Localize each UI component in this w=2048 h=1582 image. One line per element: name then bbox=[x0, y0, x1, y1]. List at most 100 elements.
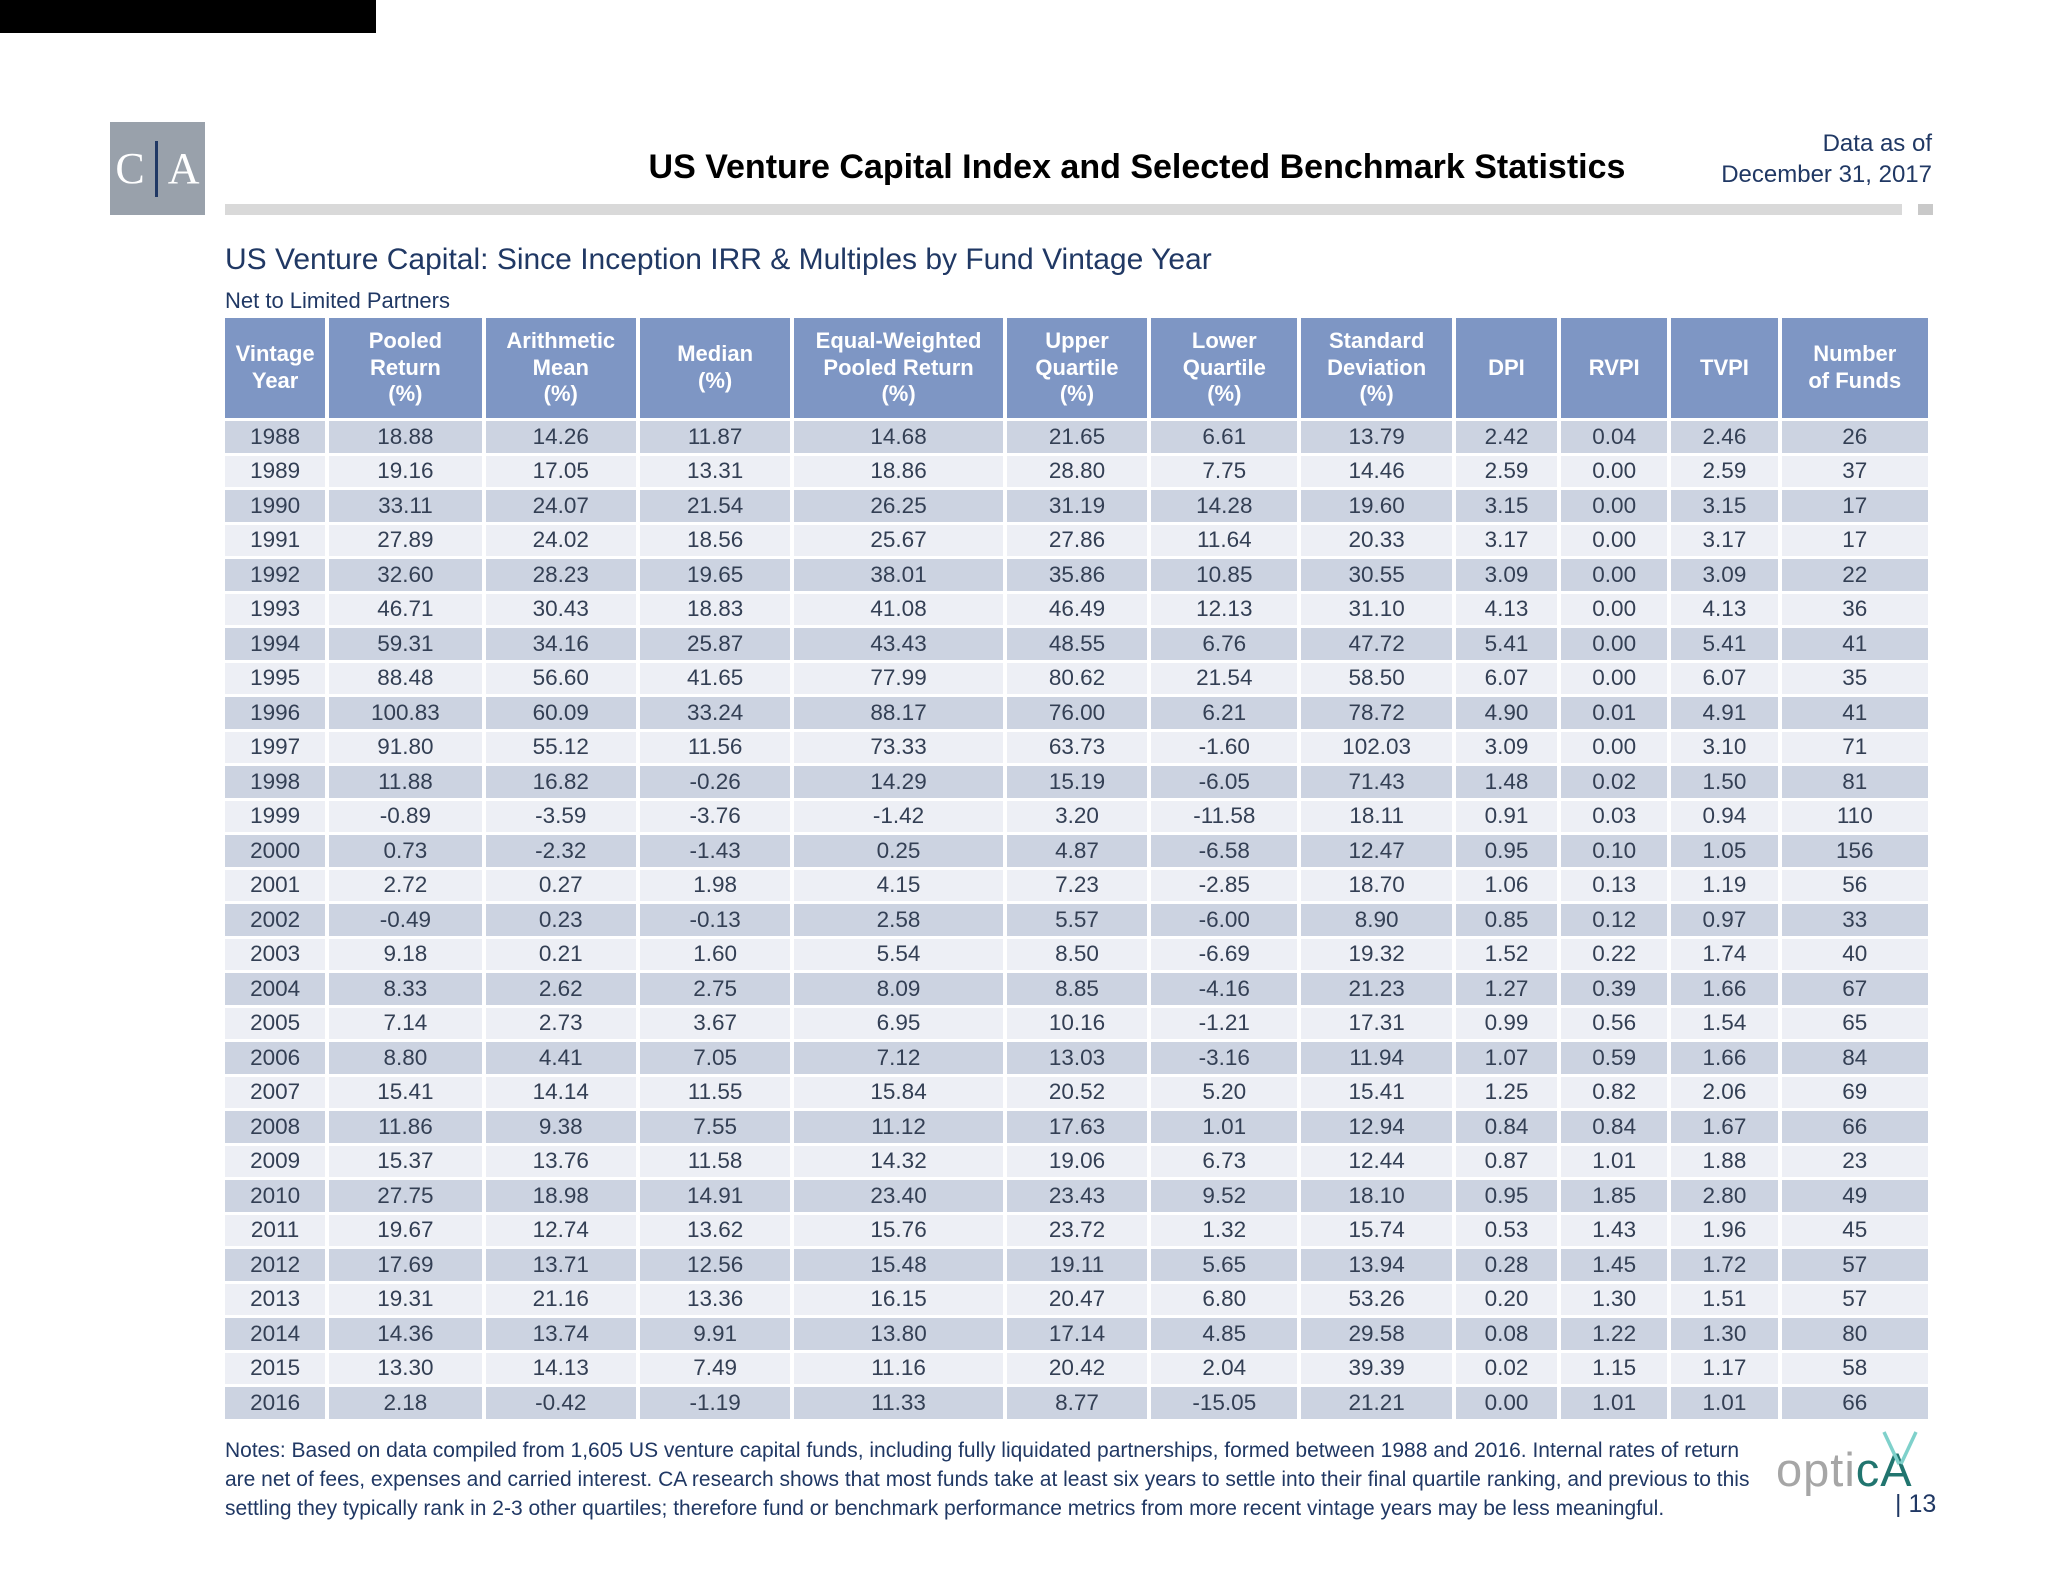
table-cell: 0.01 bbox=[1561, 697, 1668, 729]
table-cell: 27.89 bbox=[329, 524, 482, 556]
table-row: 2015 13.30 14.13 7.49 11.16 20.42 2.04 39.39 0.0… bbox=[225, 1352, 1928, 1384]
table-cell: -0.13 bbox=[639, 904, 791, 936]
table-cell: 1.01 bbox=[1561, 1145, 1668, 1177]
optica-logo-teal-text: cA bbox=[1855, 1443, 1913, 1496]
table-cell: 14.36 bbox=[329, 1318, 482, 1350]
table-cell: 3.09 bbox=[1671, 559, 1778, 591]
table-cell: 156 bbox=[1781, 835, 1928, 867]
table-row: 2000 0.73 -2.32 -1.43 0.25 4.87 -6.58 12.47 0.95… bbox=[225, 835, 1928, 867]
table-cell: 2009 bbox=[225, 1145, 326, 1177]
table-cell: 1.51 bbox=[1671, 1283, 1778, 1315]
table-cell: 23.43 bbox=[1006, 1180, 1148, 1212]
table-cell: 0.00 bbox=[1561, 731, 1668, 763]
table-cell: 25.87 bbox=[639, 628, 791, 660]
table-row: 2006 8.80 4.41 7.05 7.12 13.03 -3.16 11.94 1.07 0… bbox=[225, 1042, 1928, 1074]
table-cell: 1.01 bbox=[1561, 1387, 1668, 1419]
table-cell: 2.80 bbox=[1671, 1180, 1778, 1212]
table-cell: 17.63 bbox=[1006, 1111, 1148, 1143]
table-cell: 29.58 bbox=[1301, 1318, 1452, 1350]
table-cell: 43.43 bbox=[794, 628, 1003, 660]
table-cell: 8.09 bbox=[794, 973, 1003, 1005]
column-header: Upper Quartile (%) bbox=[1006, 318, 1148, 418]
table-row: 1988 18.88 14.26 11.87 14.68 21.65 6.61 13.79 2.… bbox=[225, 421, 1928, 453]
table-cell: 0.00 bbox=[1561, 455, 1668, 487]
table-cell: 2.75 bbox=[639, 973, 791, 1005]
table-cell: 8.90 bbox=[1301, 904, 1452, 936]
table-cell: 8.33 bbox=[329, 973, 482, 1005]
table-cell: 28.23 bbox=[485, 559, 636, 591]
table-cell: 20.33 bbox=[1301, 524, 1452, 556]
table-body: 1988 18.88 14.26 11.87 14.68 21.65 6.61 13.79 2.… bbox=[225, 421, 1928, 1419]
table-cell: 15.48 bbox=[794, 1249, 1003, 1281]
table-cell: 3.09 bbox=[1455, 559, 1558, 591]
table-cell: -15.05 bbox=[1151, 1387, 1298, 1419]
table-cell: 33.11 bbox=[329, 490, 482, 522]
table-cell: 12.44 bbox=[1301, 1145, 1452, 1177]
column-header: Lower Quartile (%) bbox=[1151, 318, 1298, 418]
table-cell: 0.25 bbox=[794, 835, 1003, 867]
table-cell: 2000 bbox=[225, 835, 326, 867]
table-cell: 21.21 bbox=[1301, 1387, 1452, 1419]
table-cell: 3.15 bbox=[1455, 490, 1558, 522]
table-cell: 1.88 bbox=[1671, 1145, 1778, 1177]
table-cell: 12.94 bbox=[1301, 1111, 1452, 1143]
table-cell: 0.00 bbox=[1561, 628, 1668, 660]
table-cell: 48.55 bbox=[1006, 628, 1148, 660]
table-cell: 73.33 bbox=[794, 731, 1003, 763]
table-cell: 47.72 bbox=[1301, 628, 1452, 660]
table-cell: 4.85 bbox=[1151, 1318, 1298, 1350]
table-cell: -6.69 bbox=[1151, 938, 1298, 970]
table-row: 2010 27.75 18.98 14.91 23.40 23.43 9.52 18.10 0.… bbox=[225, 1180, 1928, 1212]
ca-logo-letter-a: A bbox=[167, 144, 200, 193]
table-cell: 8.80 bbox=[329, 1042, 482, 1074]
page-title: US Venture Capital Index and Selected Be… bbox=[648, 148, 1626, 186]
table-cell: 0.84 bbox=[1561, 1111, 1668, 1143]
table-cell: 1.27 bbox=[1455, 973, 1558, 1005]
table-cell: 0.00 bbox=[1561, 559, 1668, 591]
table-cell: 14.32 bbox=[794, 1145, 1003, 1177]
table-cell: 11.56 bbox=[639, 731, 791, 763]
table-cell: 1.67 bbox=[1671, 1111, 1778, 1143]
table-cell: 16.82 bbox=[485, 766, 636, 798]
table-cell: 1993 bbox=[225, 593, 326, 625]
table-cell: 17.05 bbox=[485, 455, 636, 487]
table-cell: 18.56 bbox=[639, 524, 791, 556]
table-cell: 11.86 bbox=[329, 1111, 482, 1143]
table-row: 1999 -0.89 -3.59 -3.76 -1.42 3.20 -11.58 18.11 0… bbox=[225, 800, 1928, 832]
table-cell: 19.65 bbox=[639, 559, 791, 591]
table-cell: 17 bbox=[1781, 490, 1928, 522]
table-cell: 5.41 bbox=[1455, 628, 1558, 660]
table-cell: 35.86 bbox=[1006, 559, 1148, 591]
table-cell: 41 bbox=[1781, 697, 1928, 729]
table-cell: 80 bbox=[1781, 1318, 1928, 1350]
table-cell: 0.28 bbox=[1455, 1249, 1558, 1281]
table-cell: 5.41 bbox=[1671, 628, 1778, 660]
table-cell: 0.00 bbox=[1561, 662, 1668, 694]
column-header: RVPI bbox=[1561, 318, 1668, 418]
table-cell: 0.97 bbox=[1671, 904, 1778, 936]
table-cell: 9.38 bbox=[485, 1111, 636, 1143]
table-cell: 2008 bbox=[225, 1111, 326, 1143]
table-cell: -1.43 bbox=[639, 835, 791, 867]
header-divider bbox=[225, 204, 1902, 215]
table-cell: 0.39 bbox=[1561, 973, 1668, 1005]
table-cell: 41.08 bbox=[794, 593, 1003, 625]
table-cell: 1.07 bbox=[1455, 1042, 1558, 1074]
table-cell: 2005 bbox=[225, 1007, 326, 1039]
table-cell: 1.45 bbox=[1561, 1249, 1668, 1281]
table-cell: 19.67 bbox=[329, 1214, 482, 1246]
table-cell: 18.10 bbox=[1301, 1180, 1452, 1212]
table-row: 1995 88.48 56.60 41.65 77.99 80.62 21.54 58.50 6… bbox=[225, 662, 1928, 694]
table-cell: 8.50 bbox=[1006, 938, 1148, 970]
table-cell: 0.95 bbox=[1455, 835, 1558, 867]
table-cell: 1997 bbox=[225, 731, 326, 763]
table-cell: 2013 bbox=[225, 1283, 326, 1315]
table-cell: 81 bbox=[1781, 766, 1928, 798]
table-row: 1991 27.89 24.02 18.56 25.67 27.86 11.64 20.33 3… bbox=[225, 524, 1928, 556]
table-cell: 11.33 bbox=[794, 1387, 1003, 1419]
table-cell: 0.87 bbox=[1455, 1145, 1558, 1177]
table-cell: 1.50 bbox=[1671, 766, 1778, 798]
column-header: Equal-Weighted Pooled Return (%) bbox=[794, 318, 1003, 418]
table-cell: -1.19 bbox=[639, 1387, 791, 1419]
table-cell: 2012 bbox=[225, 1249, 326, 1281]
